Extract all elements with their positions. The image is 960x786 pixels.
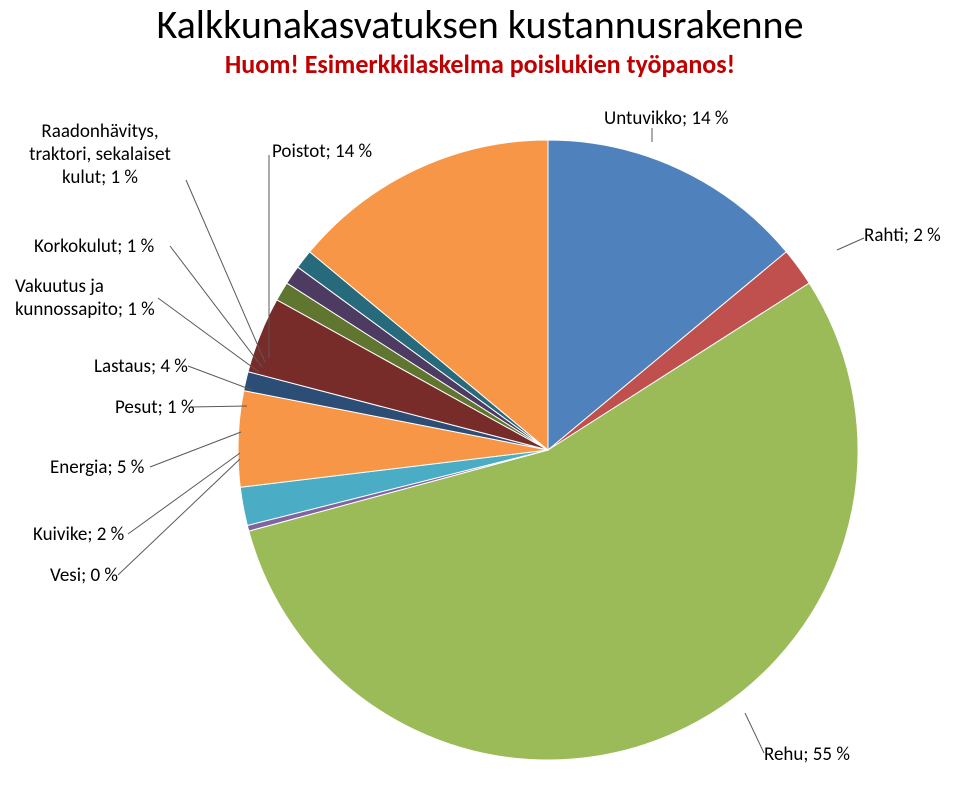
label-rehu: Rehu; 55 % — [764, 744, 850, 767]
leader-rehu — [745, 713, 764, 753]
leader-rahti — [837, 238, 864, 250]
label-korkokulut: Korkokulut; 1 % — [34, 236, 154, 259]
leader-lastaus — [188, 366, 252, 390]
label-energia: Energia; 5 % — [50, 457, 144, 480]
label-vesi: Vesi; 0 % — [50, 565, 118, 588]
label-vakuutus: Vakuutus ja kunnossapito; 1 % — [15, 276, 155, 322]
leader-kuivike — [128, 453, 240, 534]
label-untuvikko: Untuvikko; 14 % — [604, 108, 728, 131]
label-lastaus: Lastaus; 4 % — [94, 356, 188, 379]
pie-chart — [0, 0, 960, 786]
label-pesut: Pesut; 1 % — [115, 397, 195, 420]
label-poistot: Poistot; 14 % — [272, 141, 372, 164]
leader-raadon — [186, 180, 265, 362]
label-kuivike: Kuivike; 2 % — [33, 524, 124, 547]
label-rahti: Rahti; 2 % — [864, 225, 941, 248]
leader-pesut — [190, 406, 247, 407]
label-raadon: Raadonhävitys, traktori, sekalaiset kulu… — [15, 121, 185, 189]
leader-korkokulut — [170, 246, 262, 367]
